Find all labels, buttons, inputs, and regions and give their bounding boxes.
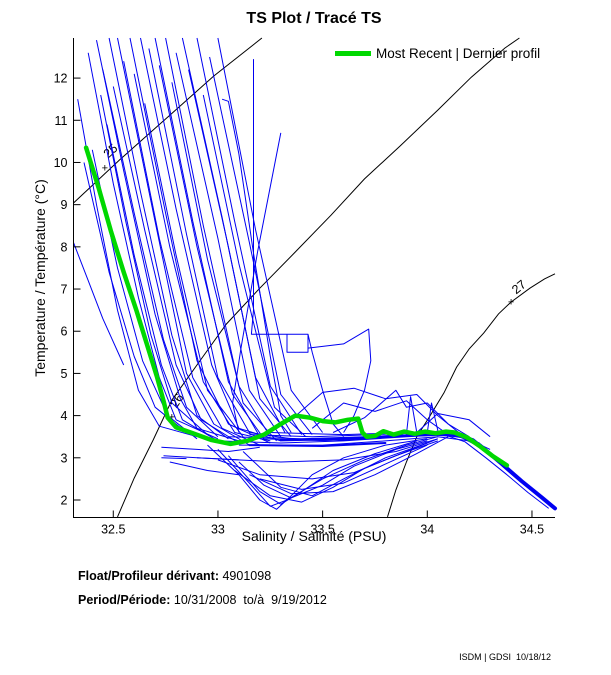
blue-profile-line xyxy=(161,457,187,460)
blue-profile-line xyxy=(238,440,428,499)
blue-profile-line xyxy=(123,61,261,446)
blue-profile-line xyxy=(188,69,292,438)
x-tick-label: 32.5 xyxy=(101,523,125,537)
y-tick-label: 12 xyxy=(54,72,68,86)
blue-profile-line xyxy=(77,99,198,438)
blue-profile-line xyxy=(175,52,282,437)
y-tick-label: 6 xyxy=(61,325,68,339)
blue-profile-line xyxy=(207,438,428,510)
blue-profile-line xyxy=(416,413,491,438)
blue-profile-line xyxy=(202,94,307,438)
blue-profile-line xyxy=(133,73,271,442)
y-tick-label: 8 xyxy=(61,240,68,254)
blue-profile-line xyxy=(196,438,438,463)
contour-label-marker: + xyxy=(169,411,175,423)
blue-profile-line xyxy=(443,434,550,509)
blue-profile-line xyxy=(209,56,313,435)
y-tick-label: 7 xyxy=(61,283,68,297)
blue-profile-line xyxy=(108,37,229,440)
float-annotation: Float/Profileur dérivant: 4901098 xyxy=(78,569,271,583)
blue-profile-line xyxy=(426,402,439,433)
most-recent-profile-layer xyxy=(83,145,510,468)
blue-profile-line xyxy=(129,37,271,444)
contour-label: 27 xyxy=(509,277,529,297)
footer-credit: ISDM | GDSI 10/18/12 xyxy=(459,652,551,662)
blue-profile-line xyxy=(144,103,244,438)
blue-profile-line xyxy=(106,124,219,442)
chart-title: TS Plot / Tracé TS xyxy=(246,10,382,27)
y-tick-label: 5 xyxy=(61,367,68,381)
blue-profile-line xyxy=(169,461,239,476)
legend-label: Most Recent | Dernier profil xyxy=(376,45,541,61)
x-tick-label: 33 xyxy=(211,523,225,537)
blue-profile-line xyxy=(171,82,277,442)
y-axis-label: Temperature / Température (°C) xyxy=(32,179,48,377)
most-recent-profile-line xyxy=(83,145,510,468)
blue-profile-line xyxy=(158,65,265,440)
blue-profile-line xyxy=(311,400,449,436)
blue-profile-line xyxy=(405,396,418,435)
legend-line-sample xyxy=(335,50,371,56)
x-tick-label: 34.5 xyxy=(520,523,544,537)
blue-profile-emphasis xyxy=(248,442,387,447)
y-tick-label: 3 xyxy=(61,451,68,465)
y-tick-label: 11 xyxy=(55,114,68,128)
blue-profile-line xyxy=(290,387,460,433)
blue-profile-line xyxy=(117,37,250,446)
blue-profile-line xyxy=(448,432,554,508)
blue-profile-line xyxy=(112,86,240,444)
blue-profile-line xyxy=(161,446,260,452)
blue-profile-line xyxy=(87,52,219,440)
blue-profile-emphasis xyxy=(435,430,557,511)
legend: Most Recent | Dernier profil xyxy=(335,45,540,61)
blue-profile-line xyxy=(242,442,428,497)
blue-profile-line xyxy=(140,37,281,442)
blue-profile-line xyxy=(228,440,417,505)
period-value: 10/31/2008 to/à 9/19/2012 xyxy=(173,593,327,607)
blue-profile-line xyxy=(100,94,208,435)
float-label: Float/Profileur dérivant: xyxy=(78,569,219,583)
blue-profile-line xyxy=(286,334,309,353)
blue-profile-line xyxy=(232,132,282,433)
blue-profile-line xyxy=(181,37,286,433)
blue-profile-line xyxy=(163,455,239,461)
contour-label-marker: + xyxy=(508,297,514,309)
x-tick-label: 33.5 xyxy=(310,523,334,537)
blue-profile-line xyxy=(307,328,372,433)
y-tick-label: 10 xyxy=(54,156,68,170)
period-annotation: Period/Période: 10/31/2008 to/à 9/19/201… xyxy=(78,593,327,607)
blue-profile-line xyxy=(217,37,324,433)
y-tick-label: 4 xyxy=(61,409,68,423)
blue-profile-line xyxy=(96,39,240,442)
x-tick-label: 34 xyxy=(420,523,434,537)
float-value: 4901098 xyxy=(222,569,272,583)
blue-profile-line xyxy=(250,59,344,438)
blue-profile-line xyxy=(259,444,428,490)
blue-profile-line xyxy=(102,69,219,438)
blue-profile-line xyxy=(73,242,125,366)
period-label: Period/Période: xyxy=(78,593,171,607)
axis-line xyxy=(73,38,555,518)
x-axis-label: Salinity / Salinité (PSU) xyxy=(241,528,387,544)
y-tick-label: 9 xyxy=(61,198,68,212)
blue-profile-line xyxy=(196,37,303,435)
blue-profile-line xyxy=(217,440,438,480)
y-tick-label: 2 xyxy=(61,493,68,507)
contour-label: 26 xyxy=(167,391,186,410)
blue-profiles-layer xyxy=(73,37,557,511)
blue-profile-line xyxy=(249,436,449,495)
blue-profile-line xyxy=(332,389,470,438)
contour-label-marker: + xyxy=(102,162,108,174)
blue-profile-line xyxy=(165,37,271,437)
